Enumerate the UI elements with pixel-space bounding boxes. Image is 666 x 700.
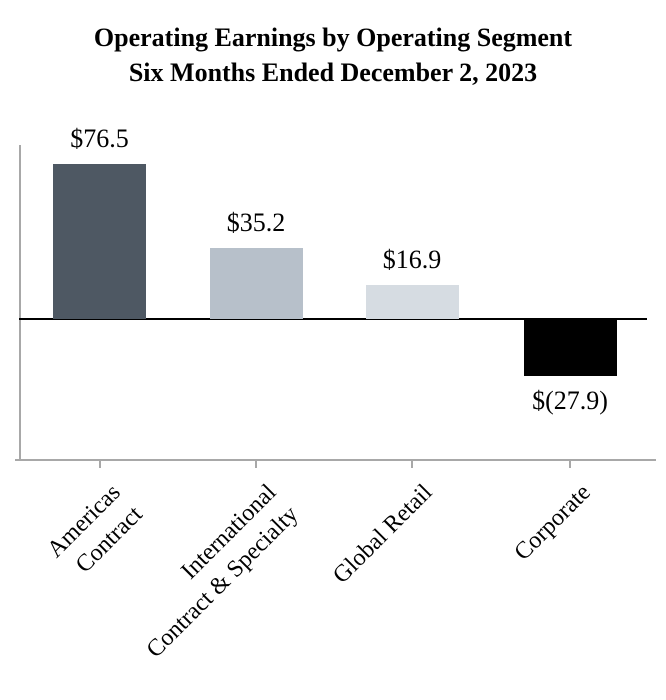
value-label-corporate: $(27.9) xyxy=(532,385,608,415)
x-axis-tick-americas-contract xyxy=(98,461,101,468)
chart-subtitle: Six Months Ended December 2, 2023 xyxy=(128,58,538,87)
chart-title: Operating Earnings by Operating Segment xyxy=(93,23,573,52)
x-axis-tick-international-contract-specialty xyxy=(255,461,257,468)
x-axis-tick-corporate xyxy=(569,461,571,468)
y-axis-line xyxy=(19,145,21,461)
zero-baseline xyxy=(19,318,647,320)
bar-americas-contract xyxy=(53,164,146,319)
category-label-americas-contract: Americas Contract xyxy=(41,479,148,579)
value-label-global-retail: $16.9 xyxy=(382,244,442,274)
x-axis-line xyxy=(15,459,656,461)
x-axis-tick-global-retail xyxy=(411,461,413,468)
chart-title-block: Operating Earnings by Operating Segment … xyxy=(0,20,666,90)
value-label-international-contract-specialty: $35.2 xyxy=(226,207,286,237)
category-label-international-contract-specialty: International Contract & Specialty xyxy=(142,479,304,663)
bar-global-retail xyxy=(365,284,459,319)
value-label-americas-contract: $76.5 xyxy=(70,124,129,153)
category-label-corporate: Corporate xyxy=(509,479,596,566)
bar-international-contract-specialty xyxy=(209,247,303,319)
category-label-global-retail: Global Retail xyxy=(328,479,438,589)
bar-corporate xyxy=(523,319,617,376)
